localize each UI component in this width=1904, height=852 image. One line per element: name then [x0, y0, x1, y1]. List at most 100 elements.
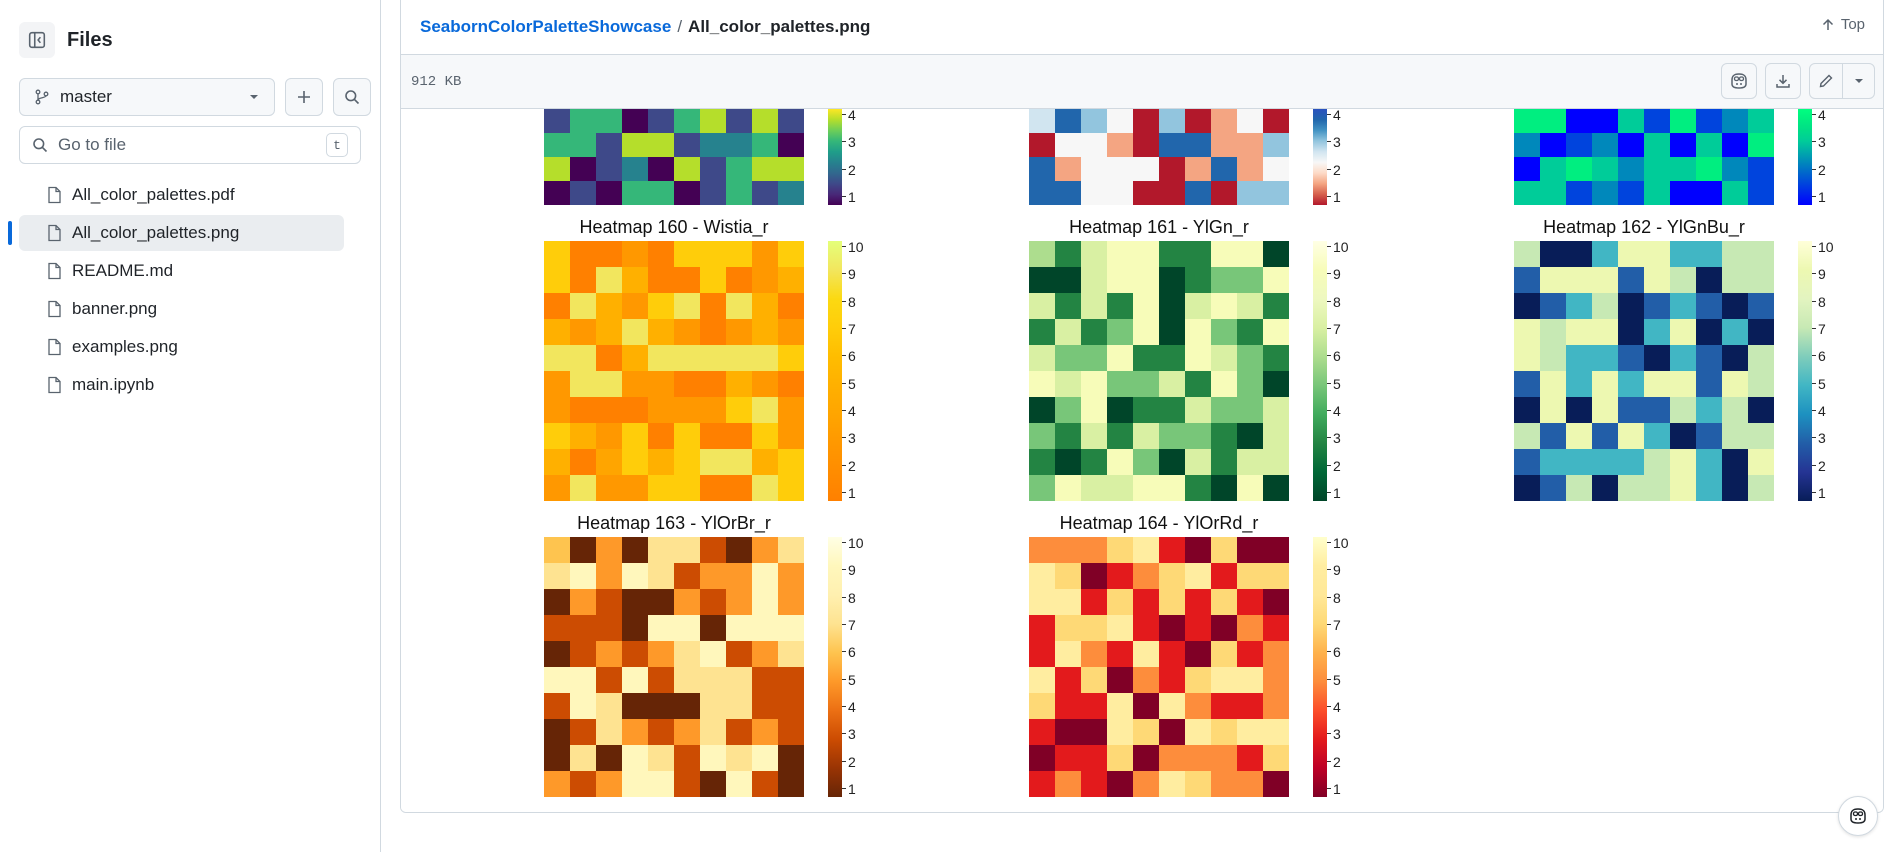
heatmap-cell: [1081, 371, 1107, 397]
heatmap-cell: [726, 109, 752, 133]
heatmap-cell: [1696, 423, 1722, 449]
heatmap-cell: [1644, 449, 1670, 475]
heatmap-cell: [622, 693, 648, 719]
heatmap-cell: [778, 745, 804, 771]
heatmap-cell: [1748, 397, 1774, 423]
search-code-button[interactable]: [333, 78, 371, 116]
heatmap-cell: [778, 693, 804, 719]
colorbar-tick: 1: [842, 485, 856, 501]
collapse-sidebar-button[interactable]: [19, 22, 55, 58]
heatmap-cell: [544, 241, 570, 267]
heatmap-cell: [1185, 181, 1211, 205]
heatmap-cell: [1029, 423, 1055, 449]
heatmap-cell: [570, 133, 596, 157]
colorbar-tick: 5: [842, 375, 856, 392]
colorbar-tick: 6: [842, 348, 856, 365]
heatmap-cell: [1029, 537, 1055, 563]
heatmap-cell: [1107, 109, 1133, 133]
colorbar-tick: 5: [1327, 375, 1341, 392]
copilot-chat-button[interactable]: [1838, 796, 1878, 836]
heatmap-cell: [726, 641, 752, 667]
heatmap-cell: [1566, 133, 1592, 157]
file-tree-item[interactable]: README.md: [19, 253, 344, 289]
heatmap-cell: [1237, 345, 1263, 371]
heatmap-cell: [1514, 181, 1540, 205]
heatmap-cell: [570, 157, 596, 181]
go-to-file-input[interactable]: [58, 135, 326, 155]
heatmap-cell: [596, 345, 622, 371]
heatmap-cell: [1029, 667, 1055, 693]
heatmap-cell: [752, 371, 778, 397]
heatmap-cell: [674, 293, 700, 319]
edit-file-button[interactable]: [1810, 64, 1842, 98]
heatmap-cell: [752, 319, 778, 345]
heatmap-cell: [1159, 537, 1185, 563]
heatmap-cell: [1618, 133, 1644, 157]
heatmap-cell: [674, 589, 700, 615]
heatmap-title: Heatmap 160 - Wistia_r: [579, 217, 769, 237]
heatmap-cell: [596, 693, 622, 719]
heatmap-cell: [1107, 719, 1133, 745]
heatmap-cell: [778, 241, 804, 267]
heatmap-cell: [1696, 449, 1722, 475]
heatmap-cell: [596, 719, 622, 745]
heatmap-cell: [544, 745, 570, 771]
branch-selector[interactable]: master: [19, 78, 275, 116]
heatmap-cell: [1644, 475, 1670, 501]
heatmap-cell: [1263, 667, 1289, 693]
colorbar-tick: 3: [1812, 430, 1826, 447]
go-to-file-field[interactable]: t: [19, 126, 361, 164]
heatmap-cell: [700, 241, 726, 267]
colorbar-tick: 2: [1327, 753, 1341, 770]
file-tree-item[interactable]: examples.png: [19, 329, 344, 365]
heatmap-cell: [1029, 371, 1055, 397]
colorbar-tick: 9: [1327, 562, 1341, 579]
heatmap-cell: [726, 319, 752, 345]
file-viewer: SeabornColorPaletteShowcase / All_color_…: [400, 0, 1884, 813]
add-file-button[interactable]: [285, 78, 323, 116]
copilot-button[interactable]: [1721, 63, 1757, 99]
heatmap-cell: [726, 397, 752, 423]
heatmap-cell: [726, 589, 752, 615]
heatmap-cell: [1185, 423, 1211, 449]
heatmap-cell: [700, 157, 726, 181]
heatmap-cell: [1514, 319, 1540, 345]
file-tree-item[interactable]: main.ipynb: [19, 367, 344, 403]
heatmap-cell: [1211, 641, 1237, 667]
heatmap-cell: [778, 397, 804, 423]
edit-button-group: [1809, 63, 1875, 99]
heatmap-cell: [700, 371, 726, 397]
heatmap-cell: [778, 589, 804, 615]
heatmap-cell: [1263, 371, 1289, 397]
heatmap-cell: [1540, 109, 1566, 133]
heatmap-cell: [1081, 345, 1107, 371]
colorbar-tick: 2: [842, 161, 856, 178]
heatmap-cell: [752, 563, 778, 589]
download-button[interactable]: [1765, 63, 1801, 99]
search-icon: [33, 138, 48, 153]
heatmap-cell: [1566, 319, 1592, 345]
heatmap-cell: [1055, 615, 1081, 641]
heatmap-cell: [544, 371, 570, 397]
heatmap-cell: [648, 181, 674, 205]
colorbar-tick: 9: [1812, 266, 1826, 283]
file-tree-item[interactable]: banner.png: [19, 291, 344, 327]
file-tree-item[interactable]: All_color_palettes.pdf: [19, 177, 344, 213]
edit-options-dropdown[interactable]: [1842, 64, 1874, 98]
file-size: 912 KB: [411, 73, 462, 90]
heatmap-cell: [596, 157, 622, 181]
heatmap-cell: [1055, 371, 1081, 397]
colorbar: [1798, 109, 1812, 205]
heatmap-cell: [726, 745, 752, 771]
heatmap-cell: [1211, 563, 1237, 589]
heatmap-cell: [752, 771, 778, 797]
heatmap-cell: [1133, 719, 1159, 745]
heatmap-cell: [596, 181, 622, 205]
scroll-to-top-button[interactable]: Top: [1821, 16, 1865, 33]
breadcrumb-repo-link[interactable]: SeabornColorPaletteShowcase: [420, 17, 672, 36]
heatmap-cell: [1263, 241, 1289, 267]
heatmap-cell: [1185, 241, 1211, 267]
sidebar-header: Files: [19, 22, 113, 58]
colorbar-tick: 1: [1327, 189, 1341, 205]
file-tree-item[interactable]: All_color_palettes.png: [8, 215, 344, 251]
